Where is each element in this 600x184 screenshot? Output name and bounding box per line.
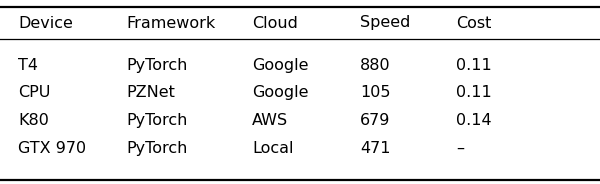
Text: PyTorch: PyTorch: [126, 113, 187, 128]
Text: 880: 880: [360, 58, 391, 73]
Text: PyTorch: PyTorch: [126, 141, 187, 156]
Text: 105: 105: [360, 85, 391, 100]
Text: 0.11: 0.11: [456, 85, 492, 100]
Text: AWS: AWS: [252, 113, 288, 128]
Text: Device: Device: [18, 15, 73, 31]
Text: –: –: [456, 141, 464, 156]
Text: Local: Local: [252, 141, 293, 156]
Text: Speed: Speed: [360, 15, 410, 31]
Text: Cost: Cost: [456, 15, 491, 31]
Text: 0.11: 0.11: [456, 58, 492, 73]
Text: 0.14: 0.14: [456, 113, 491, 128]
Text: 471: 471: [360, 141, 391, 156]
Text: CPU: CPU: [18, 85, 50, 100]
Text: PyTorch: PyTorch: [126, 58, 187, 73]
Text: 679: 679: [360, 113, 391, 128]
Text: Framework: Framework: [126, 15, 215, 31]
Text: K80: K80: [18, 113, 49, 128]
Text: Cloud: Cloud: [252, 15, 298, 31]
Text: Google: Google: [252, 58, 308, 73]
Text: PZNet: PZNet: [126, 85, 175, 100]
Text: Google: Google: [252, 85, 308, 100]
Text: GTX 970: GTX 970: [18, 141, 86, 156]
Text: T4: T4: [18, 58, 38, 73]
